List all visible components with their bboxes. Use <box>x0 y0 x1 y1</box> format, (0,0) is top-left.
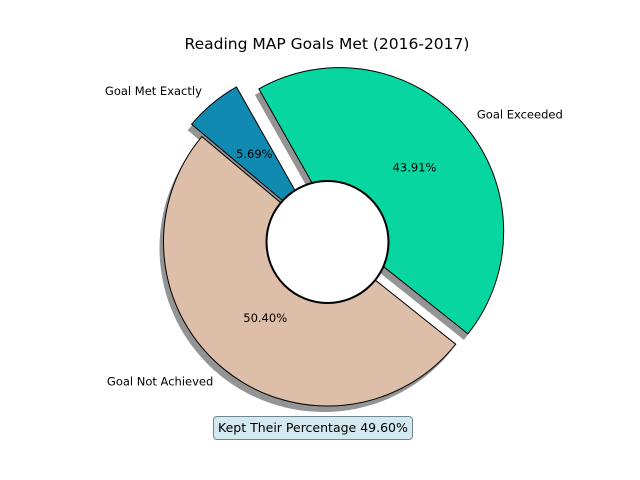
donut-hole <box>265 180 390 304</box>
slice-goal-met-exactly <box>190 86 318 231</box>
slice-label-goal-exceeded: Goal Exceeded <box>477 108 563 122</box>
chart-title: Reading MAP Goals Met (2016-2017) <box>185 35 470 53</box>
slice-percent-goal-met-exactly: 5.69% <box>236 147 273 161</box>
slice-goal-exceeded <box>258 67 505 335</box>
slice-label-goal-met-exactly: Goal Met Exactly <box>105 84 202 98</box>
slice-percent-goal-not-achieved: 50.40% <box>243 311 287 325</box>
slice-labels: Goal Not Achieved 50.40% Goal Exceeded 43.9… <box>105 84 563 389</box>
slice-label-goal-not-achieved: Goal Not Achieved <box>107 375 213 389</box>
percentage-kept-annotation: Kept Their Percentage 49.60% <box>213 416 413 440</box>
slice-percent-goal-exceeded: 43.91% <box>393 161 437 175</box>
